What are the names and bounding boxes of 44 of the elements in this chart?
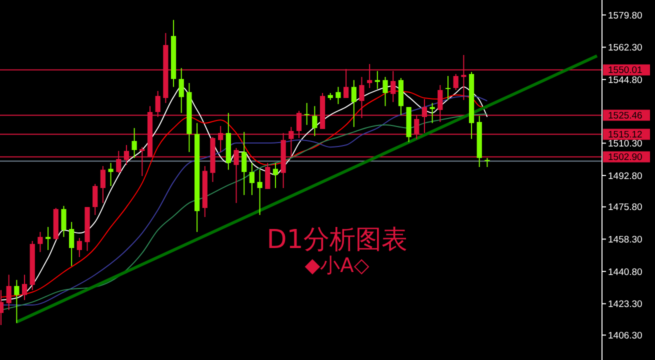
y-tick-label: 1475.80 (608, 202, 642, 214)
candlestick (92, 183, 98, 216)
candlestick (61, 205, 66, 238)
candlestick (430, 102, 435, 124)
y-tick-label: 1458.30 (608, 234, 642, 246)
candlestick (100, 166, 106, 204)
candlestick (453, 73, 458, 91)
candlestick (69, 221, 74, 267)
ref-line-label: 1515.12 (608, 130, 642, 141)
y-tick-label: 1579.80 (608, 10, 642, 22)
y-tick-label: 1510.30 (608, 138, 642, 150)
candlestick (484, 157, 490, 168)
y-tick-label: 1492.80 (608, 170, 642, 182)
candlestick (76, 238, 82, 258)
candlestick (304, 102, 310, 126)
candlestick (382, 76, 388, 107)
candlestick (178, 68, 184, 114)
candlestick (249, 162, 254, 196)
ref-line-label: 1550.01 (608, 65, 642, 76)
annotation: D1分析图表 (266, 225, 408, 255)
y-tick-label: 1544.80 (608, 74, 642, 86)
ref-line-label: 1502.90 (608, 152, 642, 164)
candlestick (257, 169, 262, 216)
candlestick (374, 70, 380, 90)
candlestick (336, 86, 341, 105)
candlestick (351, 80, 356, 128)
candlestick (445, 76, 451, 101)
candlestick (312, 106, 318, 136)
y-tick-label: 1423.30 (608, 299, 642, 310)
candlestick (132, 128, 137, 158)
y-tick-label: 1406.30 (608, 330, 642, 342)
annotation: ◆小A◇ (304, 253, 370, 277)
candlestick (14, 279, 20, 324)
ref-line-label: 1525.46 (608, 110, 642, 122)
candlestick (22, 274, 28, 301)
candlestick (242, 131, 247, 196)
candlestick (6, 274, 12, 310)
candlestick (272, 162, 278, 189)
candlestick (38, 231, 43, 253)
y-tick-label: 1562.30 (608, 42, 642, 54)
candlestick (108, 162, 114, 186)
candlestick (265, 162, 270, 190)
y-tick-label: 1440.80 (608, 266, 642, 278)
candlestick (46, 226, 51, 251)
